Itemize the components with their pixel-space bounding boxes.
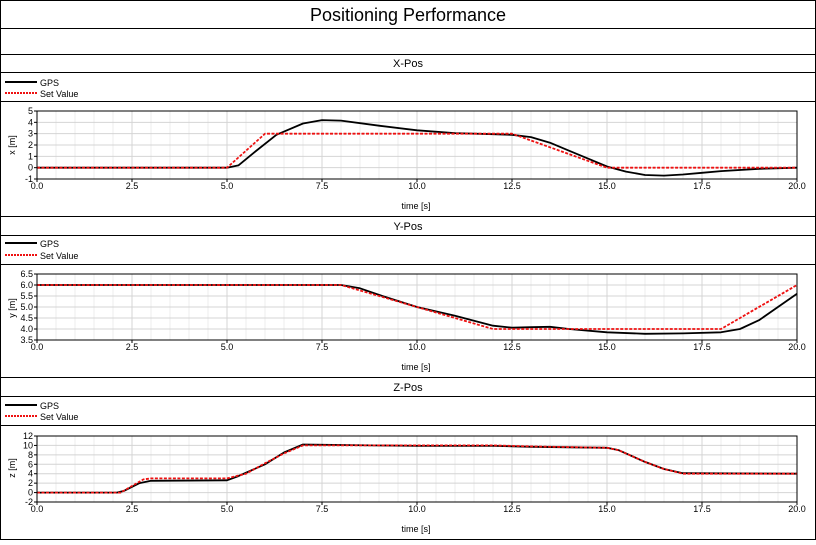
page-title: Positioning Performance [310, 5, 506, 25]
y-axis-label-x: x [m] [7, 135, 17, 155]
y-tick-label-z: -2 [25, 497, 33, 507]
plot-area-x: 0.0 2.5 5.0 7.5 10.0 12.5 15.0 17.5 20.0 -10 123 45 [25, 106, 806, 191]
series-line-gps-y [37, 284, 798, 335]
y-axis-label-z: z [m] [7, 458, 17, 478]
legend-set-label-y: Set Value [40, 251, 78, 261]
x-tick-label-x: 12.5 [503, 181, 521, 191]
y-tick-label-x: 1 [28, 151, 33, 161]
y-tick-label-y: 4.0 [20, 324, 33, 334]
panel-title-x: X-Pos [393, 58, 423, 70]
y-tick-label-z: 10 [23, 440, 33, 450]
x-tick-label-z: 12.5 [503, 504, 521, 514]
x-tick-label-y: 20.0 [788, 342, 806, 352]
plot-area-z: 0.0 2.5 5.0 7.5 10.0 12.5 15.0 17.5 20.0-2024681… [23, 431, 806, 514]
x-tick-label-y: 0.0 [31, 342, 44, 352]
y-tick-label-y: 6.0 [20, 280, 33, 290]
x-tick-label-y: 17.5 [693, 342, 711, 352]
legend-gps-label-z: GPS [40, 401, 59, 411]
y-tick-label-x: 3 [28, 129, 33, 139]
x-axis-label-y: time [s] [401, 362, 430, 372]
y-tick-label-z: 4 [28, 469, 33, 479]
panel-title-y: Y-Pos [394, 221, 423, 233]
legend-set-label-z: Set Value [40, 412, 78, 422]
y-tick-label-y: 5.5 [20, 291, 33, 301]
x-tick-label-y: 5.0 [221, 342, 234, 352]
x-tick-label-y: 10.0 [408, 342, 426, 352]
y-tick-label-x: -1 [25, 174, 33, 184]
x-axis-label-x: time [s] [401, 201, 430, 211]
y-tick-label-y: 6.5 [20, 269, 33, 279]
series-line-set-value-y [37, 284, 798, 330]
y-tick-label-z: 8 [28, 450, 33, 460]
y-tick-label-z: 2 [28, 478, 33, 488]
x-tick-label-z: 2.5 [126, 504, 139, 514]
x-tick-label-x: 2.5 [126, 181, 139, 191]
series-line-set-value-z [37, 444, 797, 494]
y-tick-label-x: 5 [28, 106, 33, 116]
x-tick-label-x: 20.0 [788, 181, 806, 191]
x-tick-label-x: 15.0 [598, 181, 616, 191]
legend-gps-label-y: GPS [40, 239, 59, 249]
panel-x-pos: X-Pos GPS Set Value 0.0 2.5 5.0 7.5 10.0 12.5… [0, 58, 816, 211]
x-tick-label-y: 15.0 [598, 342, 616, 352]
y-tick-label-x: 0 [28, 163, 33, 173]
plot-area-y: 0.0 2.5 5.0 7.5 10.0 12.5 15.0 17.5 20.0 3.54.04.… [20, 269, 805, 352]
x-tick-label-z: 0.0 [31, 504, 44, 514]
x-tick-label-x: 10.0 [408, 181, 426, 191]
x-axis-label-z: time [s] [401, 524, 430, 534]
legend-set-label-x: Set Value [40, 89, 78, 99]
y-tick-label-z: 0 [28, 488, 33, 498]
y-tick-label-x: 2 [28, 140, 33, 150]
x-tick-label-z: 15.0 [598, 504, 616, 514]
y-tick-label-y: 4.5 [20, 313, 33, 323]
x-tick-label-z: 7.5 [316, 504, 329, 514]
y-tick-label-z: 12 [23, 431, 33, 441]
y-tick-label-x: 4 [28, 117, 33, 127]
x-tick-label-x: 7.5 [316, 181, 329, 191]
x-tick-label-z: 20.0 [788, 504, 806, 514]
panel-z-pos: Z-Pos GPS Set Value 0.0 2.5 5.0 7.5 10.0 12.5… [0, 382, 816, 534]
x-tick-label-x: 17.5 [693, 181, 711, 191]
y-tick-label-z: 6 [28, 459, 33, 469]
x-tick-label-y: 2.5 [126, 342, 139, 352]
x-tick-label-x: 0.0 [31, 181, 44, 191]
y-axis-label-y: y [m] [7, 298, 17, 318]
x-tick-label-z: 10.0 [408, 504, 426, 514]
y-tick-label-y: 3.5 [20, 335, 33, 345]
series-line-set-value-x [37, 132, 797, 169]
panel-y-pos: Y-Pos GPS Set Value 0.0 2.5 5.0 7.5 10.0 12.5… [0, 221, 816, 372]
y-tick-label-y: 5.0 [20, 302, 33, 312]
legend-gps-label-x: GPS [40, 78, 59, 88]
x-tick-label-y: 12.5 [503, 342, 521, 352]
x-tick-label-x: 5.0 [221, 181, 234, 191]
x-tick-label-z: 5.0 [221, 504, 234, 514]
panel-title-z: Z-Pos [393, 382, 423, 394]
x-tick-label-y: 7.5 [316, 342, 329, 352]
x-tick-label-z: 17.5 [693, 504, 711, 514]
